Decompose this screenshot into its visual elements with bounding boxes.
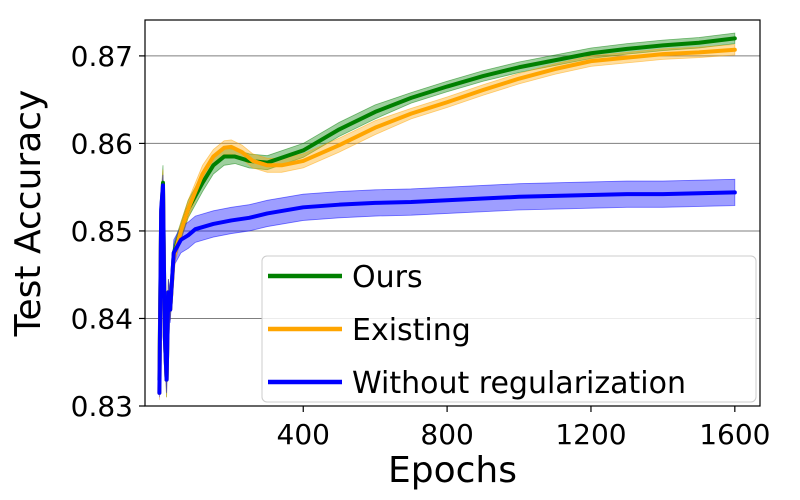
x-axis-ticks: 400 800 1200 1600 (277, 406, 770, 451)
y-tick-label: 0.87 (71, 40, 133, 73)
x-tick-label: 800 (420, 418, 473, 451)
legend-label-without-regularization: Without regularization (352, 366, 686, 401)
legend-label-ours: Ours (352, 260, 423, 295)
existing-band (158, 44, 736, 400)
y-tick-label: 0.83 (71, 390, 133, 423)
y-tick-label: 0.85 (71, 215, 133, 248)
x-tick-label: 1200 (555, 418, 626, 451)
x-tick-label: 1600 (699, 418, 770, 451)
without-regularization-band (158, 174, 736, 398)
plot-frame (144, 19, 761, 407)
y-tick-label: 0.84 (71, 302, 133, 335)
legend: Ours Existing Without regularization (261, 255, 757, 403)
x-axis-title: Epochs (388, 450, 517, 491)
x-tick-label: 400 (277, 418, 330, 451)
series-lines (157, 36, 737, 395)
without-regularization-line (157, 183, 737, 395)
legend-label-existing: Existing (352, 313, 471, 348)
y-tick-label: 0.86 (71, 127, 133, 160)
legend-box (261, 255, 757, 403)
y-axis-title: Test Accuracy (8, 90, 49, 338)
y-axis-ticks: 0.83 0.84 0.85 0.86 0.87 (71, 40, 145, 423)
